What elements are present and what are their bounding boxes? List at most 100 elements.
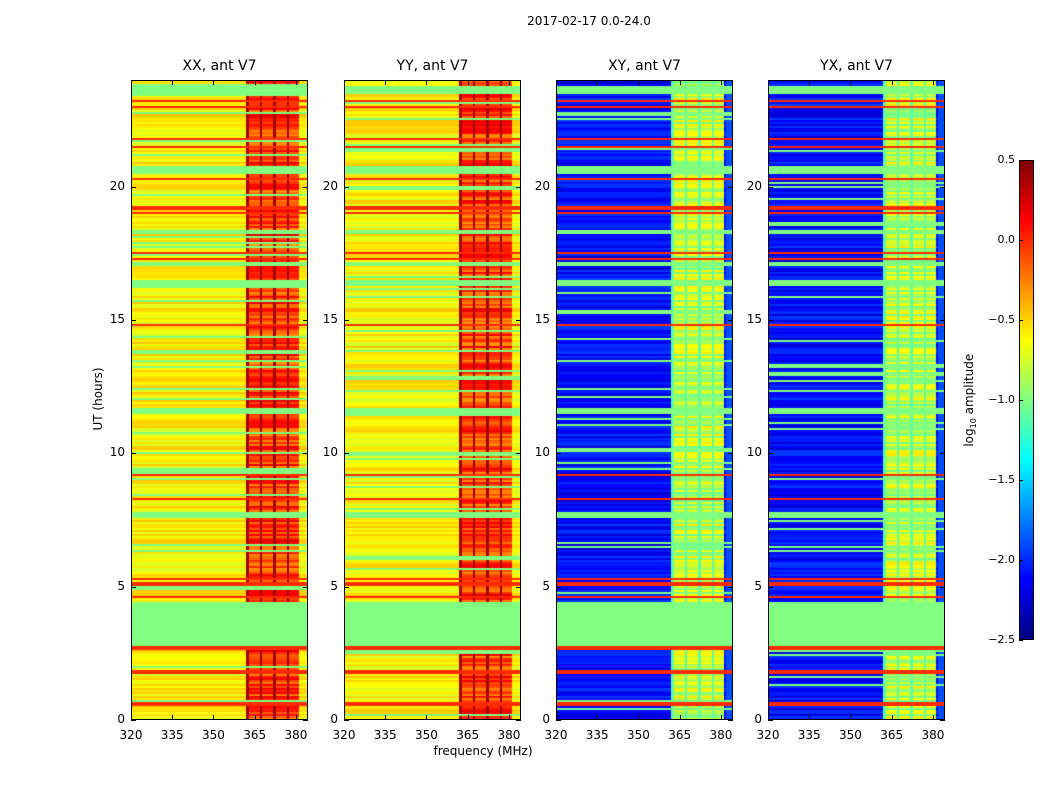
y-tick-mark xyxy=(768,720,773,721)
colorbar-label: log10 amplitude xyxy=(961,353,979,447)
x-tick-mark xyxy=(131,80,132,85)
panel-yy: YY, ant V7 0 5 10 15 20 320 335 350 365 380 xyxy=(323,58,521,742)
x-tick-mark xyxy=(638,715,640,720)
y-tick-mark xyxy=(516,586,521,588)
x-tick-mark xyxy=(344,80,345,85)
x-tick-mark xyxy=(768,715,769,720)
y-tick-label: 0 xyxy=(754,712,762,726)
y-tick-mark xyxy=(131,453,136,455)
x-tick-label: 335 xyxy=(373,728,397,742)
y-tick-mark xyxy=(768,586,773,588)
x-tick-mark xyxy=(213,80,215,85)
x-tick-mark xyxy=(426,80,428,85)
x-tick-mark xyxy=(344,715,345,720)
x-tick-label: 365 xyxy=(243,728,267,742)
x-tick-label: 365 xyxy=(668,728,692,742)
x-tick-label: 350 xyxy=(839,728,862,742)
axes-frame xyxy=(344,80,521,720)
colorbar-tick-mark xyxy=(1019,320,1023,321)
figure-title: 2017-02-17 0.0-24.0 xyxy=(527,14,651,28)
y-tick-mark xyxy=(768,320,773,321)
y-tick-label: 15 xyxy=(322,312,338,326)
x-tick-mark xyxy=(597,715,599,720)
x-tick-mark xyxy=(467,80,469,85)
x-tick-mark xyxy=(809,80,811,85)
heatmap xyxy=(131,80,308,720)
y-tick-mark xyxy=(303,586,308,588)
y-axis-label: UT (hours) xyxy=(91,367,105,431)
y-tick-mark xyxy=(556,586,561,588)
colorbar-tick-mark xyxy=(1019,160,1023,161)
colorbar-tick-mark xyxy=(1019,240,1023,241)
y-tick-label: 15 xyxy=(534,312,550,326)
heatmap xyxy=(768,80,945,720)
colorbar-tick-label: −1.5 xyxy=(988,473,1015,486)
x-tick-mark xyxy=(426,715,428,720)
y-tick-mark xyxy=(344,320,349,321)
colorbar-tick-label: 0.0 xyxy=(997,233,1016,246)
panel-xy: XY, ant V7 0 5 10 15 20 320 335 350 365 380 xyxy=(535,58,733,742)
y-tick-label: 5 xyxy=(117,578,125,593)
x-tick-mark xyxy=(254,80,256,85)
y-tick-mark xyxy=(728,453,733,455)
y-tick-mark xyxy=(516,453,521,455)
x-tick-mark xyxy=(556,80,557,85)
x-tick-mark xyxy=(891,715,893,720)
colorbar-tick-label: −1.0 xyxy=(988,393,1015,406)
x-axis-label: frequency (MHz) xyxy=(433,744,533,758)
panel-title: XX, ant V7 xyxy=(182,58,257,74)
y-tick-mark xyxy=(344,586,349,588)
y-tick-label: 20 xyxy=(109,178,125,193)
y-tick-mark xyxy=(940,720,945,721)
x-tick-mark xyxy=(295,715,297,720)
x-tick-mark xyxy=(508,715,510,720)
y-tick-mark xyxy=(344,453,349,455)
x-tick-mark xyxy=(556,715,557,720)
panel-yx: YX, ant V7 0 5 10 15 20 320 335 350 365 380 xyxy=(747,58,945,742)
x-tick-mark xyxy=(172,715,174,720)
y-tick-mark xyxy=(940,186,945,188)
y-tick-label: 5 xyxy=(330,578,338,593)
panel-title: YX, ant V7 xyxy=(820,58,893,74)
y-tick-mark xyxy=(556,320,561,321)
y-tick-mark xyxy=(940,586,945,588)
y-tick-mark xyxy=(303,453,308,455)
x-tick-label: 335 xyxy=(797,728,821,742)
x-tick-mark xyxy=(131,715,132,720)
y-tick-mark xyxy=(728,320,733,321)
x-tick-mark xyxy=(467,715,469,720)
y-tick-mark xyxy=(728,720,733,721)
x-tick-mark xyxy=(932,80,934,85)
x-tick-label: 380 xyxy=(497,728,521,742)
panel-title: XY, ant V7 xyxy=(608,58,681,74)
colorbar-tick-label: −0.5 xyxy=(988,313,1015,326)
x-tick-label: 320 xyxy=(544,728,568,742)
x-tick-mark xyxy=(850,80,852,85)
heatmap xyxy=(556,80,733,720)
colorbar-tick-mark xyxy=(1019,480,1023,481)
colorbar-tick-label: −2.5 xyxy=(988,633,1015,646)
x-tick-label: 335 xyxy=(160,728,184,742)
x-tick-mark xyxy=(638,80,640,85)
x-tick-label: 320 xyxy=(119,728,143,742)
y-tick-label: 20 xyxy=(746,178,762,193)
panel-xx: XX, ant V7 0 5 10 15 20 320 335 350 365 380 xyxy=(110,58,308,742)
x-tick-mark xyxy=(597,80,599,85)
x-tick-label: 365 xyxy=(880,728,904,742)
y-tick-label: 0 xyxy=(330,712,338,726)
x-tick-label: 380 xyxy=(709,728,733,742)
y-tick-mark xyxy=(344,720,349,721)
y-tick-label: 15 xyxy=(109,312,125,326)
y-tick-label: 0 xyxy=(117,712,125,726)
x-tick-label: 350 xyxy=(202,728,225,742)
y-tick-label: 10 xyxy=(534,445,550,460)
y-tick-mark xyxy=(131,320,136,321)
y-tick-mark xyxy=(131,720,136,721)
x-tick-mark xyxy=(254,715,256,720)
axes-frame xyxy=(768,80,945,720)
x-tick-mark xyxy=(385,80,387,85)
x-tick-label: 365 xyxy=(456,728,480,742)
y-tick-mark xyxy=(516,186,521,188)
colorbar-tick-mark xyxy=(1019,640,1023,641)
